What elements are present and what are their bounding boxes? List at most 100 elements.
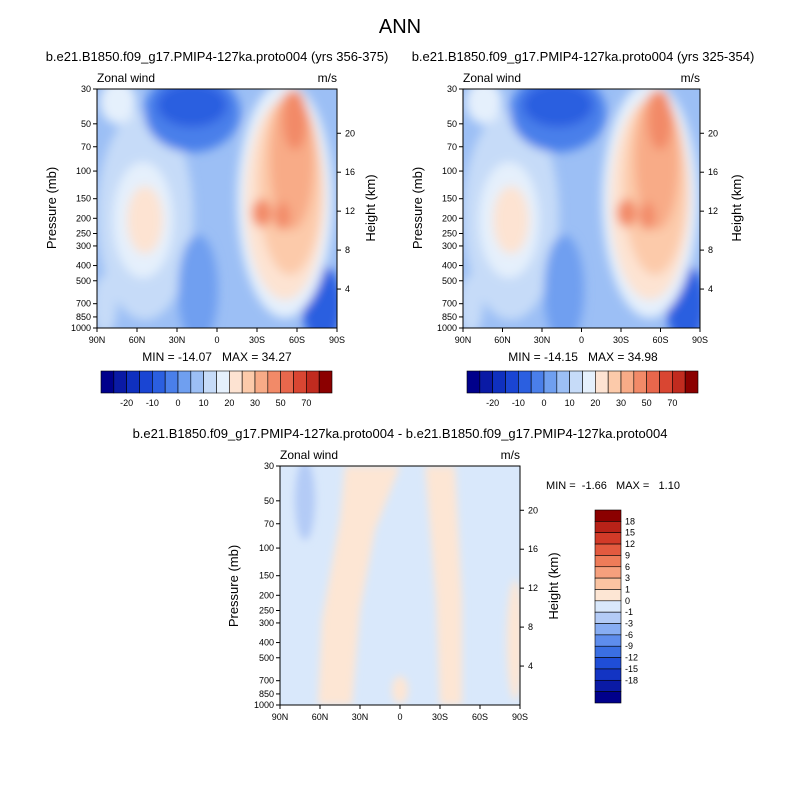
y-tick-label: 70 [81,142,91,152]
panel-3-left-label: Zonal wind [280,448,338,462]
panel-1-right-label: m/s [318,71,337,85]
colorbar-box [594,521,622,534]
colorbar-box [646,370,660,394]
colorbar-box [594,623,622,636]
colorbar-box [318,370,333,394]
y-tick-label: 400 [442,261,457,271]
y2-tick-label: 20 [708,128,718,138]
colorbar-label: -10 [512,398,525,408]
y-tick-label: 250 [76,229,91,239]
colorbar-box [530,370,545,394]
colorbar-label: -18 [625,675,638,685]
panel-3-field [280,466,520,705]
colorbar-label: 50 [276,398,286,408]
colorbar-box [293,370,307,394]
colorbar-box [594,509,622,522]
y-tick-label: 300 [259,618,274,628]
colorbar-label: 0 [175,398,180,408]
colorbar-box [113,370,127,394]
colorbar-label: 12 [625,539,635,549]
y2-tick-label: 12 [708,206,718,216]
panel-2-ylabel: Pressure (mb) [410,167,425,249]
x-tick-label: 60N [494,335,511,345]
x-tick-label: 30N [169,335,186,345]
y-tick-label: 400 [76,261,91,271]
y-tick-label: 30 [447,84,457,94]
colorbar-box [594,566,622,579]
panel-3-y2label: Height (km) [546,552,561,619]
y-tick-label: 150 [259,571,274,581]
panel-1-y2label: Height (km) [363,174,378,241]
colorbar-box [518,370,532,394]
panel-1-field [97,89,337,328]
colorbar-box [254,370,269,394]
panel-1-title: b.e21.B1850.f09_g17.PMIP4-127ka.proto004… [46,49,389,64]
panel-3-right-label: m/s [501,448,520,462]
colorbar-box [543,370,558,394]
y2-tick-label: 4 [345,284,350,294]
panel-2-y2label: Height (km) [729,174,744,241]
panel-2-axes: 305070100150200250300400500700850100090N… [437,84,718,345]
colorbar-box [620,370,635,394]
y-tick-label: 1000 [437,323,457,333]
colorbar-box [229,370,243,394]
y-tick-label: 50 [447,119,457,129]
x-tick-label: 30N [534,335,551,345]
x-tick-label: 90S [329,335,345,345]
colorbar-label: 1 [625,584,630,594]
colorbar-label: -15 [625,664,638,674]
panel-1-colorbar: -20 -10 0 10 20 30 50 70 [100,370,333,408]
colorbar-box [594,600,622,613]
y-tick-label: 200 [259,590,274,600]
y-tick-label: 200 [442,213,457,223]
colorbar-box [466,370,481,394]
x-tick-label: 60S [472,712,488,722]
colorbar-label: 20 [224,398,234,408]
colorbar-box [505,370,519,394]
x-tick-label: 0 [214,335,219,345]
colorbar-box [164,370,179,394]
colorbar-label: 10 [565,398,575,408]
colorbar-box [594,645,622,658]
panel-1: b.e21.B1850.f09_g17.PMIP4-127ka.proto004… [44,49,388,408]
colorbar-box [594,668,622,681]
y2-tick-label: 4 [708,284,713,294]
colorbar-label: -12 [625,653,638,663]
y-tick-label: 70 [447,142,457,152]
colorbar-label: 70 [301,398,311,408]
colorbar-box [595,370,609,394]
colorbar-box [190,370,204,394]
colorbar-label: 15 [625,528,635,538]
colorbar-box [582,370,596,394]
colorbar-box [280,370,294,394]
colorbar-box [594,634,622,647]
colorbar-label: -9 [625,641,633,651]
colorbar-box [556,370,570,394]
y2-tick-label: 4 [528,661,533,671]
colorbar-label: -3 [625,619,633,629]
colorbar-label: 0 [541,398,546,408]
y-tick-label: 700 [76,299,91,309]
y-tick-label: 250 [442,229,457,239]
colorbar-box [594,577,622,590]
x-tick-label: 60S [652,335,668,345]
panel-3-stats: MIN = -1.66 MAX = 1.10 [546,480,680,492]
y-tick-label: 100 [259,543,274,553]
x-tick-label: 90S [692,335,708,345]
panel-1-stats: MIN = -14.07 MAX = 34.27 [142,350,292,364]
y2-tick-label: 8 [345,245,350,255]
panel-2-colorbar: -20 -10 0 10 20 30 50 70 [466,370,699,408]
y-tick-label: 400 [259,638,274,648]
colorbar-box [594,555,622,568]
y-tick-label: 70 [264,519,274,529]
colorbar-box [594,691,622,704]
colorbar-label: -20 [120,398,133,408]
y2-tick-label: 12 [528,583,538,593]
colorbar-box [139,370,153,394]
figure-title: ANN [379,16,421,38]
colorbar-box [659,370,673,394]
colorbar-box [594,679,622,692]
y-tick-label: 500 [76,276,91,286]
